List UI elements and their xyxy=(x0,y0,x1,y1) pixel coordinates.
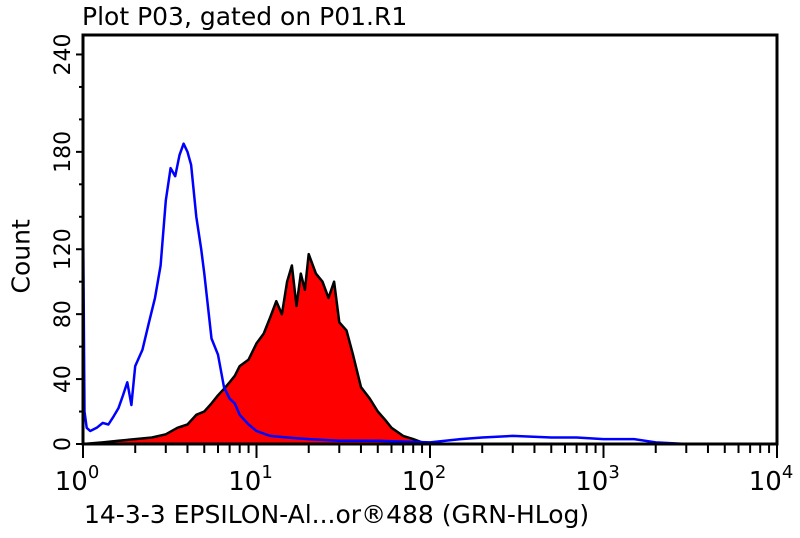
x-axis-label: 14-3-3 EPSILON-Al...or®488 (GRN-HLog) xyxy=(84,500,590,529)
histogram-curves xyxy=(81,142,687,446)
x-tick-label: 103 xyxy=(575,462,620,497)
x-axis: 100 101 102 103 104 xyxy=(55,444,794,497)
y-tick-label: 40 xyxy=(51,365,76,393)
x-tick-label: 101 xyxy=(228,462,273,497)
y-tick-label: 240 xyxy=(51,33,76,75)
y-tick-label: 120 xyxy=(51,228,76,270)
x-tick-label: 104 xyxy=(749,462,794,497)
y-tick-label: 80 xyxy=(51,300,76,328)
x-tick-label: 102 xyxy=(402,462,447,497)
y-axis: 0 40 80 120 180 240 xyxy=(51,33,83,451)
y-tick-label: 0 xyxy=(51,437,76,451)
chart-title: Plot P03, gated on P01.R1 xyxy=(82,2,408,31)
y-tick-label: 180 xyxy=(51,131,76,173)
x-tick-label: 100 xyxy=(55,462,100,497)
plot-frame xyxy=(81,33,779,446)
line-histogram xyxy=(81,142,687,446)
filled-histogram xyxy=(81,252,432,446)
